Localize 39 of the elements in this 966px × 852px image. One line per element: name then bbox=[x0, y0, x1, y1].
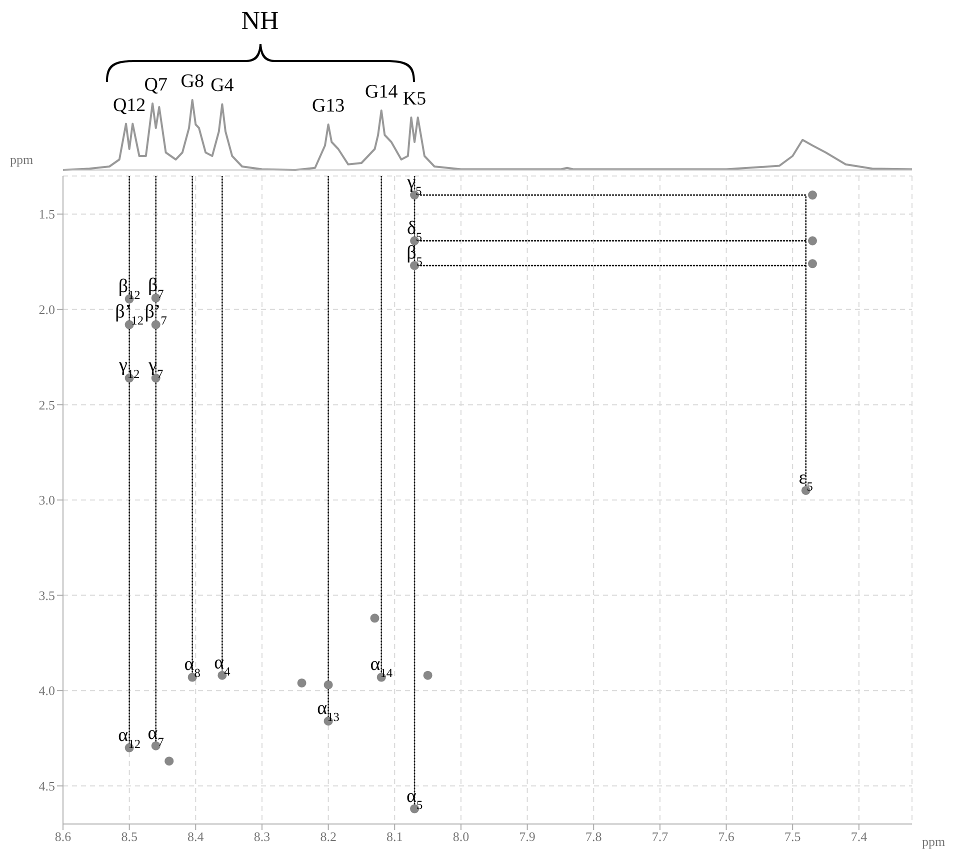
annotation: β’$_{12}$ bbox=[115, 302, 144, 328]
x-tick-label: 7.7 bbox=[652, 829, 669, 844]
annotation: α$_{12}$ bbox=[118, 724, 140, 751]
y-axis-title: ppm bbox=[10, 152, 34, 167]
annotation: G14 bbox=[365, 82, 398, 102]
annotation: G13 bbox=[312, 96, 345, 116]
annotation: β’$_{7}$ bbox=[144, 302, 167, 328]
annotation: α$_{13}$ bbox=[317, 698, 340, 724]
chart-title: NH bbox=[240, 6, 280, 36]
annotation: K5 bbox=[402, 88, 426, 110]
annotation: Q12 bbox=[112, 94, 146, 116]
x-tick-label: 8.3 bbox=[254, 829, 270, 844]
x-tick-label: 8.0 bbox=[452, 829, 470, 844]
x-axis-title: ppm bbox=[922, 834, 946, 849]
x-tick-label: 8.5 bbox=[121, 829, 138, 844]
x-tick-label: 7.8 bbox=[586, 829, 602, 844]
y-tick-label: 1.5 bbox=[38, 206, 55, 222]
annotation: G8 bbox=[180, 71, 204, 92]
x-tick-label: 7.5 bbox=[784, 829, 801, 844]
y-tick-label: 3.0 bbox=[38, 492, 55, 508]
x-tick-label: 8.4 bbox=[188, 829, 204, 844]
y-tick-label: 4.0 bbox=[38, 683, 55, 698]
annotation: γ$_{12}$ bbox=[118, 355, 140, 382]
x-tick-label: 8.6 bbox=[54, 829, 72, 844]
annotation: ε$_{5}$ bbox=[798, 467, 813, 494]
y-tick-label: 2.0 bbox=[38, 302, 55, 318]
x-tick-label: 7.4 bbox=[850, 829, 868, 844]
x-tick-label: 7.9 bbox=[519, 829, 536, 844]
y-tick-label: 3.5 bbox=[38, 588, 55, 603]
y-tick-label: 2.5 bbox=[38, 397, 55, 412]
annotation: β$_{12}$ bbox=[118, 276, 140, 302]
annotation: G4 bbox=[210, 75, 234, 96]
annotation: α$_{14}$ bbox=[370, 654, 393, 680]
annotation: γ$_{7}$ bbox=[148, 355, 164, 382]
x-tick-label: 8.2 bbox=[320, 829, 336, 844]
x-tick-label: 7.6 bbox=[718, 829, 735, 844]
y-tick-label: 4.5 bbox=[38, 778, 55, 794]
x-tick-label: 8.1 bbox=[386, 829, 403, 844]
annotation: Q7 bbox=[144, 74, 168, 96]
